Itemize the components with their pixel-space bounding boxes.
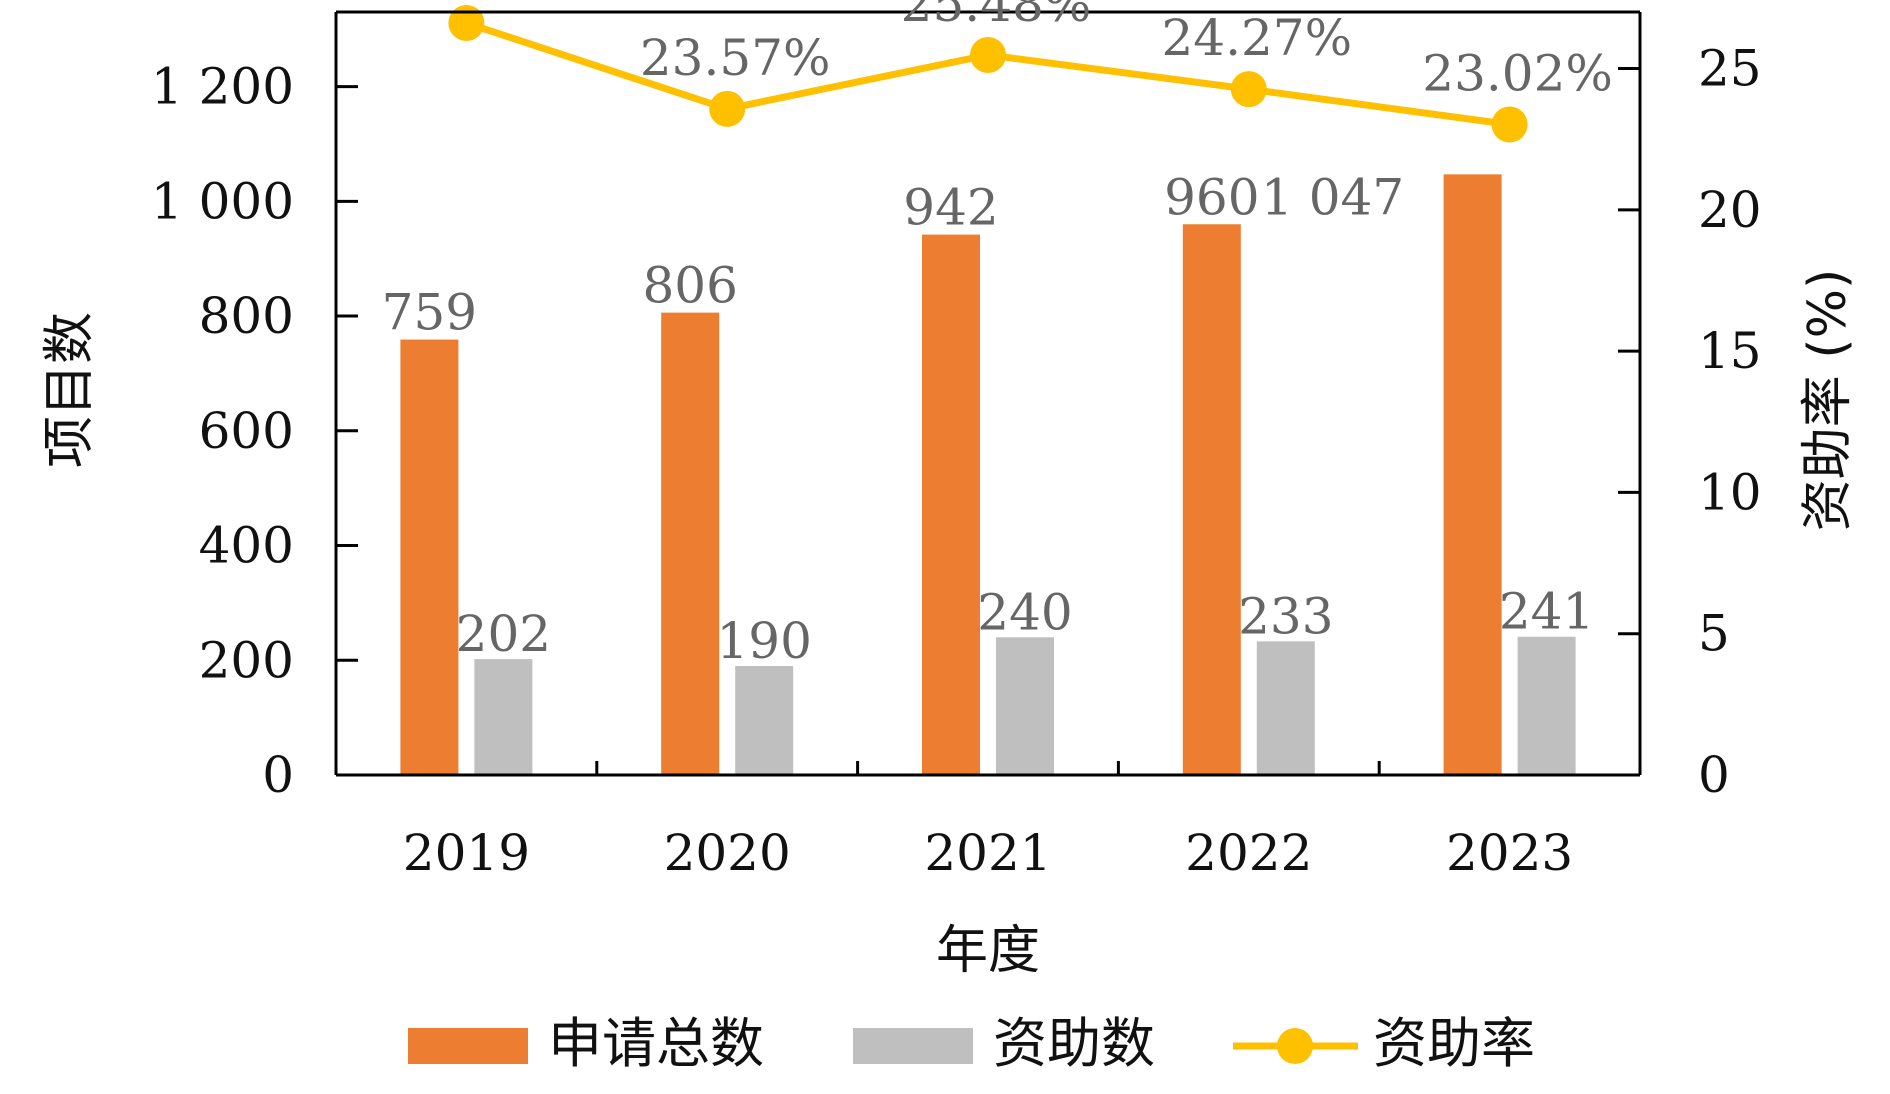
bar-applications xyxy=(1443,174,1502,775)
point-funding-rate xyxy=(448,5,485,42)
plot-area: 0 200 400 600 800 1 000 1 200 0 5 10 15 20 25 2019 202… xyxy=(151,0,1762,882)
bar-applications xyxy=(1182,224,1241,775)
legend-label-funded: 资助数 xyxy=(993,1012,1155,1075)
y2-tick-label: 25 xyxy=(1698,40,1762,98)
y-tick-label: 0 xyxy=(262,746,294,804)
y-tick-label: 200 xyxy=(199,631,294,689)
data-label-applications: 806 xyxy=(642,257,737,315)
y-axis-title: 项目数 xyxy=(40,312,100,468)
bar-funded xyxy=(996,637,1054,775)
data-label-funding-rate: 26.61% xyxy=(379,0,570,1)
bar-applications xyxy=(661,312,720,775)
data-label-funded: 190 xyxy=(716,612,811,670)
x-tick-label: 2021 xyxy=(924,824,1051,882)
data-label-funded: 240 xyxy=(977,583,1072,641)
x-tick-label: 2020 xyxy=(664,824,791,882)
data-label-applications: 759 xyxy=(382,284,477,342)
y-tick-label: 1 200 xyxy=(151,58,294,116)
y2-tick-label: 10 xyxy=(1698,463,1762,521)
bar-applications xyxy=(400,339,459,775)
point-funding-rate xyxy=(970,36,1006,73)
bar-funded xyxy=(474,659,533,775)
y-tick-label: 600 xyxy=(199,402,294,460)
point-funding-rate xyxy=(1491,106,1528,143)
x-axis-title: 年度 xyxy=(936,921,1040,981)
y-tick-label: 800 xyxy=(199,287,294,345)
x-tick-label: 2019 xyxy=(403,824,530,882)
bar-applications xyxy=(922,234,980,775)
y2-tick-label: 20 xyxy=(1698,181,1762,239)
data-label-applications: 960 xyxy=(1164,168,1259,226)
legend: 申请总数 资助数 资助率 xyxy=(408,1012,1535,1075)
legend-swatch-applications xyxy=(408,1028,528,1064)
point-funding-rate xyxy=(1230,71,1267,108)
bar-funded xyxy=(1517,636,1576,775)
legend-swatch-funded xyxy=(853,1028,973,1064)
data-label-funding-rate: 24.27% xyxy=(1161,9,1352,67)
data-label-applications: 1 047 xyxy=(1261,168,1404,226)
y2-tick-label: 15 xyxy=(1698,322,1762,380)
point-funding-rate xyxy=(709,90,746,127)
bar-funded xyxy=(1256,641,1315,775)
data-label-funded: 233 xyxy=(1238,587,1333,645)
legend-label-funding-rate: 资助率 xyxy=(1373,1012,1535,1075)
y2-axis-title: 资助率 (%) xyxy=(1798,269,1858,532)
y2-tick-label: 0 xyxy=(1698,746,1730,804)
y2-tick-label: 5 xyxy=(1698,605,1730,663)
x-tick-label: 2023 xyxy=(1446,824,1573,882)
y-tick-label: 400 xyxy=(199,517,294,575)
y-tick-label: 1 000 xyxy=(151,172,294,230)
data-label-funded: 241 xyxy=(1499,583,1594,641)
data-label-funding-rate: 23.02% xyxy=(1422,44,1613,102)
data-label-funded: 202 xyxy=(456,605,551,663)
data-label-funding-rate: 25.48% xyxy=(901,0,1092,33)
legend-swatch-funding-rate-marker xyxy=(1277,1028,1313,1064)
bar-funded xyxy=(735,666,794,775)
data-label-applications: 942 xyxy=(903,179,998,237)
legend-label-applications: 申请总数 xyxy=(548,1012,764,1075)
data-label-funding-rate: 23.57% xyxy=(640,29,831,87)
x-tick-label: 2022 xyxy=(1185,824,1312,882)
